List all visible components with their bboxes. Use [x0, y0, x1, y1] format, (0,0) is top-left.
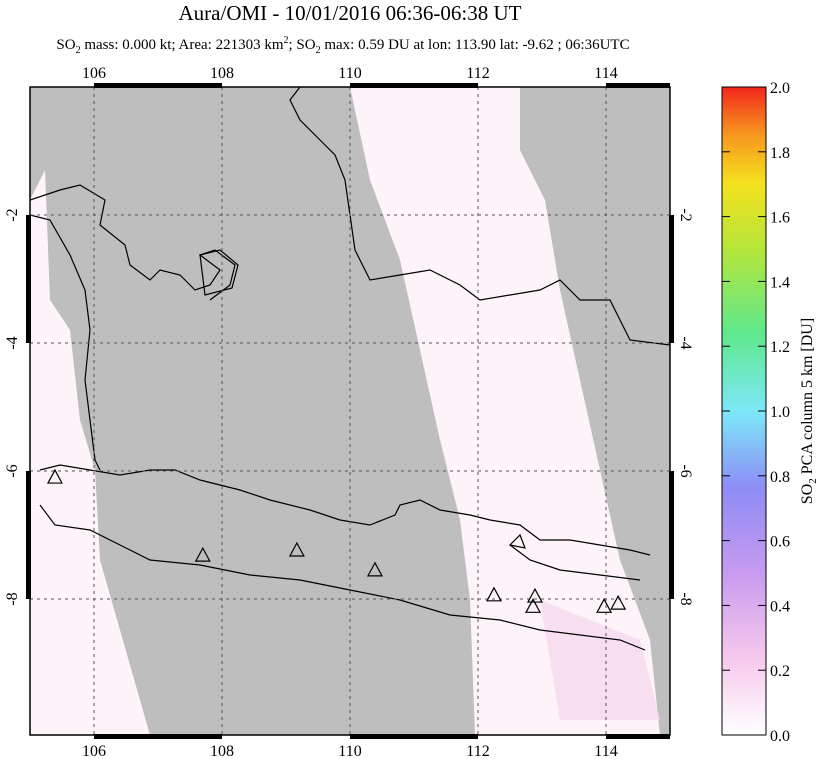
x-tick-label: 108: [210, 65, 234, 82]
subtitle-part: SO: [56, 37, 75, 53]
y-tick-label: -8: [4, 592, 21, 605]
colorbar-tick-label: 0.0: [770, 728, 790, 745]
volcano-marker: [194, 546, 211, 562]
x-tick-label: 114: [594, 65, 617, 82]
volcano-marker: [288, 541, 305, 557]
colorbar-tick-label: 0.8: [770, 469, 790, 486]
y-tick-label: -2: [677, 208, 694, 221]
x-tick-label: 108: [210, 743, 234, 759]
frame-bar: [350, 734, 478, 739]
colorbar-tick-label: 0.4: [770, 598, 790, 615]
x-tick-label: 112: [466, 743, 489, 759]
colorbar-tick-label: 2.0: [770, 80, 790, 97]
y-tick-label: -6: [677, 464, 694, 477]
y-tick-label: -4: [4, 336, 21, 349]
y-tick-label: -2: [4, 208, 21, 221]
volcano-marker: [525, 598, 542, 613]
volcano-marker: [610, 594, 627, 610]
colorbar-ticks: 0.0 0.2 0.4 0.6 0.8 1.0 1.2 1.4 1.6 1.8 2.0: [722, 80, 790, 745]
grid: [30, 87, 670, 735]
volcano-marker: [485, 586, 503, 602]
frame-bar: [26, 471, 31, 599]
subtitle-sub: 2: [316, 45, 321, 56]
frame-bar: [606, 83, 670, 88]
frame-bar: [94, 734, 222, 739]
x-tick-label: 106: [82, 743, 106, 759]
colorbar-tick-label: 1.2: [770, 339, 790, 356]
title: Aura/OMI - 10/01/2016 06:36-06:38 UT: [179, 1, 522, 25]
colorbar-tick-label: 0.6: [770, 534, 790, 551]
colorbar-tick-label: 1.8: [770, 145, 790, 162]
colorbar-tick-label: 1.6: [770, 210, 790, 227]
colorbar-label: SO2 PCA column 5 km [DU]: [799, 318, 819, 504]
x-tick-label: 110: [338, 743, 361, 759]
x-tick-label: 112: [466, 65, 489, 82]
frame-bar: [94, 83, 222, 88]
colorbar-label-part: PCA column 5 km [DU]: [799, 318, 816, 478]
subtitle-part: max: 0.59 DU at lon: 113.90 lat: -9.62 ;…: [321, 37, 630, 53]
y-tick-label: -8: [677, 592, 694, 605]
y-tick-label: -6: [4, 464, 21, 477]
volcano-marker: [366, 561, 383, 577]
colorbar-tick-label: 1.0: [770, 404, 790, 421]
swath-left: [30, 170, 150, 735]
frame-bar: [26, 215, 31, 343]
colorbar-label-part: SO: [799, 484, 816, 504]
volcano-marker: [596, 598, 613, 613]
subtitle-part: mass: 0.000 kt; Area: 221303 km: [81, 37, 284, 53]
subtitle-part: ; SO: [288, 37, 315, 53]
colorbar-tick-label: 1.4: [770, 274, 790, 291]
volcano-marker: [46, 468, 63, 484]
x-tick-label: 106: [82, 65, 106, 82]
frame-bars: [26, 83, 674, 739]
subtitle-sub: 2: [76, 45, 81, 56]
colorbar-tick-label: 0.2: [770, 663, 790, 680]
x-tick-label: 110: [338, 65, 361, 82]
swath-high: [540, 600, 660, 720]
y-tick-label: -4: [677, 336, 694, 349]
frame-bar: [350, 83, 478, 88]
subtitle-sup: 2: [283, 35, 288, 46]
frame-bar: [669, 215, 674, 343]
markers: [46, 468, 627, 613]
x-tick-label: 114: [594, 743, 617, 759]
subtitle: SO2 mass: 0.000 kt; Area: 221303 km2; SO…: [56, 35, 629, 56]
colorbar-label-sub: 2: [807, 478, 819, 484]
frame-bar: [669, 471, 674, 599]
frame-bar: [606, 734, 670, 739]
